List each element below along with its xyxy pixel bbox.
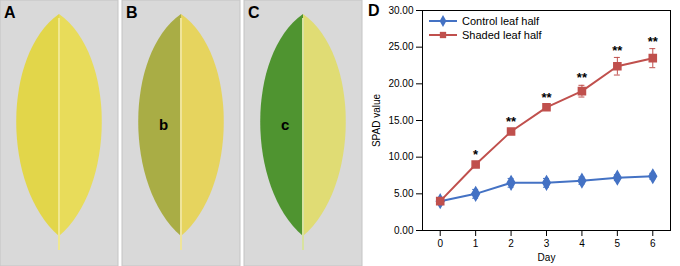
- svg-text:SPAD value: SPAD value: [371, 93, 382, 147]
- svg-text:**: **: [612, 43, 623, 58]
- svg-text:15.00: 15.00: [388, 115, 413, 126]
- svg-text:*: *: [473, 147, 479, 162]
- svg-text:3: 3: [544, 238, 550, 249]
- svg-text:**: **: [506, 114, 517, 129]
- svg-text:A: A: [4, 4, 16, 21]
- svg-text:2: 2: [508, 238, 514, 249]
- svg-text:0: 0: [437, 238, 443, 249]
- svg-text:**: **: [541, 90, 552, 105]
- svg-text:B: B: [126, 4, 138, 21]
- svg-text:5: 5: [615, 238, 621, 249]
- html-text:Control leaf half: Control leaf half: [462, 15, 539, 27]
- svg-text:b: b: [159, 116, 168, 133]
- svg-text:Day: Day: [538, 252, 556, 263]
- html-text:D: D: [368, 2, 380, 19]
- svg-text:25.00: 25.00: [388, 41, 413, 52]
- svg-text:30.00: 30.00: [388, 5, 413, 16]
- svg-text:20.00: 20.00: [388, 78, 413, 89]
- html-text:Shaded leaf half: Shaded leaf half: [462, 29, 542, 41]
- svg-text:c: c: [281, 116, 289, 133]
- svg-text:0.00: 0.00: [394, 225, 414, 236]
- svg-text:6: 6: [650, 238, 656, 249]
- svg-text:**: **: [648, 34, 659, 49]
- svg-text:**: **: [577, 70, 588, 85]
- svg-text:4: 4: [579, 238, 585, 249]
- svg-text:C: C: [248, 4, 260, 21]
- svg-text:10.00: 10.00: [388, 151, 413, 162]
- svg-text:1: 1: [473, 238, 479, 249]
- svg-text:5.00: 5.00: [394, 188, 414, 199]
